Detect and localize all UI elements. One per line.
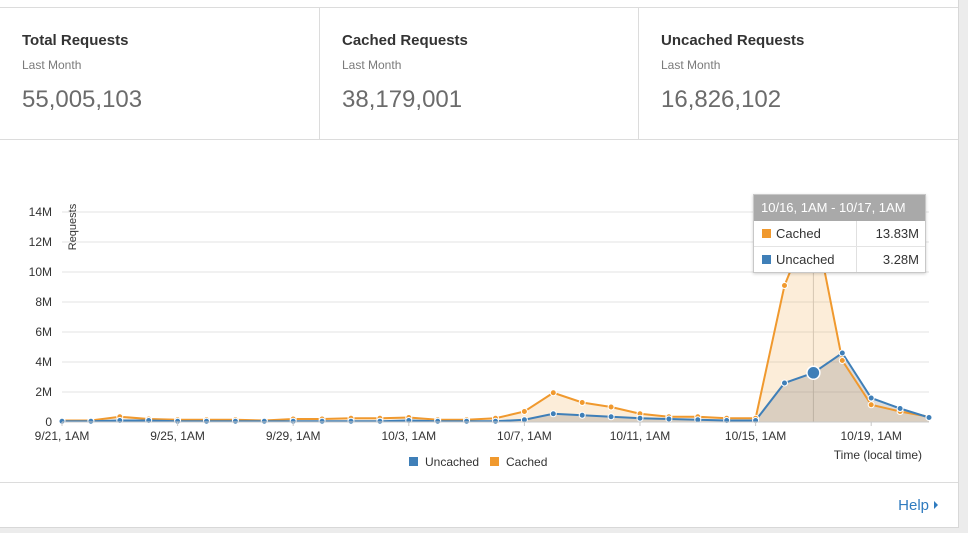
data-point-uncached bbox=[607, 413, 615, 421]
data-point-uncached bbox=[896, 405, 904, 412]
stat-value: 55,005,103 bbox=[22, 86, 143, 113]
data-point-uncached bbox=[665, 415, 673, 423]
data-point-uncached bbox=[549, 410, 557, 418]
tooltip-label: Uncached bbox=[776, 252, 835, 267]
stat-title: Total Requests bbox=[22, 32, 129, 49]
series-area-cached bbox=[62, 214, 929, 422]
chart-tooltip: 10/16, 1AM - 10/17, 1AM Cached 13.83M Un… bbox=[753, 194, 926, 273]
stat-subtitle: Last Month bbox=[342, 58, 402, 72]
data-point-uncached bbox=[636, 414, 644, 422]
data-point-cached bbox=[549, 389, 557, 397]
x-tick-label: 9/21, 1AM bbox=[35, 429, 90, 443]
cached-swatch-icon bbox=[762, 229, 771, 238]
x-tick-label: 10/19, 1AM bbox=[841, 429, 902, 443]
y-tick-label: 6M bbox=[35, 325, 52, 339]
tooltip-value: 13.83M bbox=[875, 226, 919, 241]
x-tick-label: 10/15, 1AM bbox=[725, 429, 786, 443]
tooltip-divider bbox=[856, 221, 857, 246]
data-point-uncached bbox=[694, 416, 702, 424]
x-axis-title: Time (local time) bbox=[834, 448, 922, 462]
data-point-cached bbox=[578, 399, 586, 406]
help-link[interactable]: Help bbox=[898, 497, 938, 514]
stats-row: Total Requests Last Month 55,005,103 Cac… bbox=[0, 8, 958, 140]
caret-right-icon bbox=[934, 501, 938, 509]
tooltip-label: Cached bbox=[776, 226, 821, 241]
legend-label-uncached: Uncached bbox=[425, 455, 479, 469]
data-point-cached bbox=[867, 401, 875, 409]
data-point-cached bbox=[607, 403, 615, 411]
data-point-uncached bbox=[116, 417, 124, 424]
data-point-uncached bbox=[492, 417, 499, 425]
data-point-cached bbox=[520, 408, 528, 415]
data-point-uncached bbox=[867, 394, 875, 402]
y-tick-label: 12M bbox=[29, 235, 52, 249]
y-axis-title: Requests bbox=[67, 203, 79, 250]
x-tick-label: 10/7, 1AM bbox=[497, 429, 552, 443]
legend-swatch-uncached-icon bbox=[409, 457, 418, 466]
data-point-uncached bbox=[347, 417, 355, 425]
stat-title: Cached Requests bbox=[342, 32, 468, 49]
data-point-cached bbox=[781, 282, 788, 289]
data-point-uncached bbox=[925, 414, 933, 421]
tooltip-value: 3.28M bbox=[882, 252, 919, 267]
y-tick-label: 4M bbox=[35, 355, 52, 369]
data-point-uncached bbox=[145, 417, 153, 424]
data-point-uncached bbox=[838, 349, 846, 357]
y-tick-label: 0 bbox=[45, 415, 52, 429]
tooltip-divider bbox=[856, 247, 857, 272]
data-point-uncached bbox=[260, 417, 268, 425]
stat-value: 16,826,102 bbox=[661, 86, 782, 113]
y-tick-label: 8M bbox=[35, 295, 52, 309]
stat-total-requests: Total Requests Last Month 55,005,103 bbox=[0, 8, 319, 139]
stat-value: 38,179,001 bbox=[342, 86, 463, 113]
data-point-uncached bbox=[434, 417, 442, 425]
requests-area-chart[interactable]: 0 2M 4M 6M 8M 10M 12M 14M 9/21, 1AM 9/25, 1AM 9/29… bbox=[0, 140, 958, 482]
data-point-uncached bbox=[203, 417, 210, 425]
stat-cached-requests: Cached Requests Last Month 38,179,001 bbox=[319, 8, 639, 139]
x-tick-label: 9/25, 1AM bbox=[150, 429, 205, 443]
stat-uncached-requests: Uncached Requests Last Month 16,826,102 bbox=[638, 8, 959, 139]
data-point-uncached bbox=[318, 417, 326, 425]
stat-subtitle: Last Month bbox=[22, 58, 82, 72]
data-point-uncached bbox=[578, 411, 586, 419]
x-tick-label: 9/29, 1AM bbox=[266, 429, 321, 443]
data-point-uncached bbox=[806, 365, 821, 381]
x-tick-label: 10/3, 1AM bbox=[381, 429, 436, 443]
data-point-uncached bbox=[87, 417, 95, 425]
data-point-uncached bbox=[463, 417, 471, 425]
data-point-uncached bbox=[231, 417, 239, 425]
y-tick-label: 2M bbox=[35, 385, 52, 399]
stat-subtitle: Last Month bbox=[661, 58, 721, 72]
data-point-uncached bbox=[781, 379, 788, 387]
y-tick-label: 10M bbox=[29, 265, 52, 279]
x-tick-label: 10/11, 1AM bbox=[610, 429, 670, 443]
help-label: Help bbox=[898, 497, 929, 514]
tooltip-row-cached: Cached 13.83M bbox=[754, 221, 925, 246]
stat-title: Uncached Requests bbox=[661, 32, 805, 49]
uncached-swatch-icon bbox=[762, 255, 771, 264]
panel-footer: Help bbox=[0, 482, 958, 528]
legend-label-cached: Cached bbox=[506, 455, 547, 469]
y-tick-label: 14M bbox=[29, 205, 52, 219]
top-divider bbox=[0, 7, 958, 8]
legend-swatch-cached-icon bbox=[490, 457, 499, 466]
tooltip-row-uncached: Uncached 3.28M bbox=[754, 246, 925, 272]
data-point-uncached bbox=[376, 417, 384, 425]
data-point-cached bbox=[838, 357, 846, 364]
tooltip-header: 10/16, 1AM - 10/17, 1AM bbox=[754, 195, 925, 221]
data-point-uncached bbox=[723, 417, 731, 424]
